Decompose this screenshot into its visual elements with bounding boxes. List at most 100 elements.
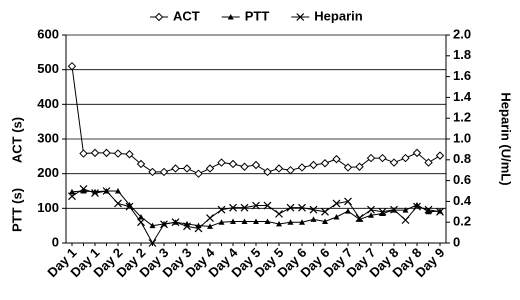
data-point: [148, 239, 157, 247]
data-point: [436, 207, 444, 216]
y2-axis-title: Heparin (U/mL): [499, 92, 514, 185]
data-point: [332, 199, 341, 208]
data-point: [367, 205, 375, 214]
data-point: [356, 216, 363, 222]
data-point: [251, 160, 261, 170]
data-point: [253, 218, 259, 225]
data-point: [264, 218, 271, 225]
data-point: [402, 207, 409, 213]
data-point: [207, 223, 213, 229]
data-point: [414, 201, 420, 208]
data-point: [69, 188, 75, 195]
data-point: [230, 218, 236, 225]
data-point: [252, 201, 260, 210]
y2-tick-label: 0.2: [453, 214, 471, 229]
data-point: [113, 149, 123, 158]
data-point: [320, 159, 330, 168]
data-point: [378, 153, 387, 163]
data-point: [378, 207, 387, 216]
data-point: [80, 188, 87, 194]
data-point: [425, 208, 432, 215]
data-point: [102, 148, 111, 158]
data-point: [389, 158, 399, 167]
y2-tick-label: 0: [453, 234, 460, 249]
data-point: [343, 163, 353, 172]
data-point: [125, 202, 134, 211]
data-point: [344, 197, 352, 206]
data-point: [322, 218, 328, 225]
data-point: [333, 214, 340, 220]
legend-label: PTT: [245, 8, 270, 23]
legend-marker: [227, 14, 234, 20]
data-point: [171, 218, 180, 227]
data-point: [241, 218, 248, 225]
y-tick-label: 300: [37, 130, 59, 145]
data-point: [229, 203, 237, 212]
data-point: [368, 212, 374, 218]
data-point: [137, 218, 145, 227]
y-tick-label: 400: [37, 96, 59, 111]
legend-marker: [154, 12, 164, 22]
data-point: [345, 208, 351, 214]
data-point: [366, 153, 376, 163]
data-point: [102, 187, 111, 195]
data-point: [309, 160, 318, 170]
y2-tick-label: 1.4: [453, 89, 472, 104]
data-point: [217, 158, 226, 167]
data-point: [90, 148, 100, 158]
y2-tick-label: 0.8: [453, 151, 471, 166]
y-tick-label: 0: [52, 234, 59, 249]
data-point: [390, 205, 398, 214]
y-axis-title: ACT (s): [9, 117, 24, 163]
data-point: [355, 162, 364, 171]
data-point: [148, 167, 157, 177]
y2-tick-label: 2.0: [453, 26, 471, 41]
data-point: [379, 210, 386, 217]
data-point: [240, 162, 249, 171]
data-point: [160, 220, 168, 229]
legend-label: Heparin: [314, 8, 362, 23]
data-point: [274, 164, 284, 173]
data-point: [321, 207, 329, 216]
data-point: [138, 214, 144, 220]
data-point: [228, 159, 238, 169]
data-point: [194, 224, 203, 233]
data-point: [299, 219, 305, 225]
data-point: [297, 163, 307, 172]
y-tick-label: 500: [37, 61, 59, 76]
data-point: [67, 61, 77, 71]
data-point: [91, 189, 99, 198]
data-point: [275, 209, 283, 218]
y-tick-label: 600: [37, 26, 59, 41]
y2-tick-label: 1.8: [453, 47, 471, 62]
data-point: [68, 192, 76, 201]
data-point: [263, 167, 272, 177]
data-point: [287, 219, 294, 225]
data-point: [194, 169, 203, 178]
data-point: [79, 149, 88, 158]
data-point: [286, 203, 295, 212]
data-point: [182, 164, 192, 173]
data-point: [217, 205, 226, 214]
y2-tick-label: 1.6: [453, 68, 471, 83]
data-point: [149, 222, 156, 229]
y2-tick-label: 1.2: [453, 110, 471, 125]
data-point: [435, 151, 445, 160]
data-point: [240, 203, 249, 212]
data-point: [424, 158, 433, 167]
data-point: [424, 205, 433, 214]
y-tick-label: 100: [37, 200, 59, 215]
data-point: [114, 199, 122, 208]
data-point: [401, 216, 410, 225]
data-point: [332, 154, 341, 164]
data-point: [263, 201, 272, 210]
y-axis-title: PTT (s): [9, 188, 24, 232]
data-point: [125, 150, 134, 159]
data-point: [206, 214, 214, 222]
data-point: [437, 208, 443, 214]
data-point: [401, 153, 410, 163]
data-point: [171, 164, 180, 173]
y-tick-label: 200: [37, 165, 59, 180]
data-point: [412, 148, 422, 158]
